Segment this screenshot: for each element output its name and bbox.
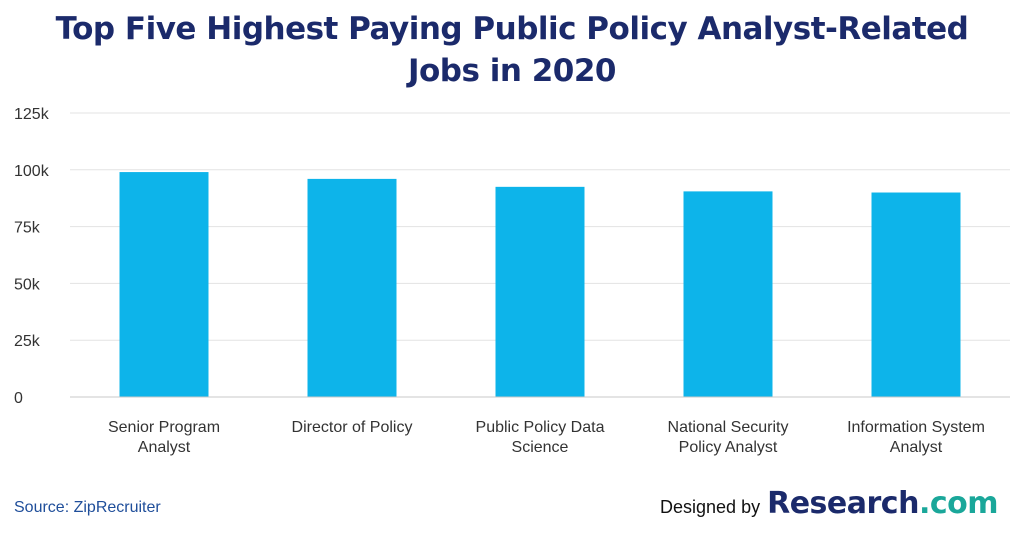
x-tick-label: National Security Policy Analyst: [668, 419, 789, 456]
credit-prefix: Designed by: [660, 497, 761, 517]
bar: [307, 178, 397, 397]
x-tick-label: Information System Analyst: [847, 419, 985, 456]
title-line-1: Top Five Highest Paying Public Policy An…: [55, 11, 969, 47]
bar: [871, 192, 961, 397]
x-tick-label-line: Information System: [847, 419, 985, 436]
y-tick-label: 125k: [14, 106, 50, 123]
x-tick-label-line: Director of Policy: [292, 419, 413, 436]
x-tick-label-line: Analyst: [890, 439, 943, 456]
source-note: Source: ZipRecruiter: [14, 499, 161, 516]
x-tick-label-line: Science: [512, 439, 569, 456]
bars: [119, 172, 961, 397]
y-tick-label: 75k: [14, 220, 41, 237]
brand-suffix: .com: [918, 486, 999, 521]
designer-credit: Designed by Research.com: [660, 486, 998, 521]
y-axis-ticks: 0 25k 50k 75k 100k 125k: [14, 106, 50, 407]
bar: [119, 172, 209, 397]
x-tick-label-line: National Security: [668, 419, 789, 436]
brand-logo: Research.com: [767, 486, 998, 521]
y-tick-label: 25k: [14, 333, 41, 350]
bar: [683, 191, 773, 397]
brand-name: Research: [767, 486, 919, 521]
y-tick-label: 0: [14, 390, 23, 407]
chart-title: Top Five Highest Paying Public Policy An…: [0, 8, 1024, 92]
x-tick-label: Director of Policy: [292, 419, 413, 436]
x-tick-label-line: Analyst: [138, 439, 191, 456]
x-axis-labels: Senior Program Analyst Director of Policy P…: [108, 419, 985, 456]
y-tick-label: 50k: [14, 276, 41, 293]
y-tick-label: 100k: [14, 163, 50, 180]
x-tick-label-line: Policy Analyst: [679, 439, 778, 456]
x-tick-label: Public Policy Data Science: [476, 419, 605, 456]
x-tick-label-line: Senior Program: [108, 419, 220, 436]
bar: [495, 186, 585, 397]
x-tick-label: Senior Program Analyst: [108, 419, 220, 456]
title-line-2: Jobs in 2020: [407, 53, 617, 89]
x-tick-label-line: Public Policy Data: [476, 419, 605, 436]
